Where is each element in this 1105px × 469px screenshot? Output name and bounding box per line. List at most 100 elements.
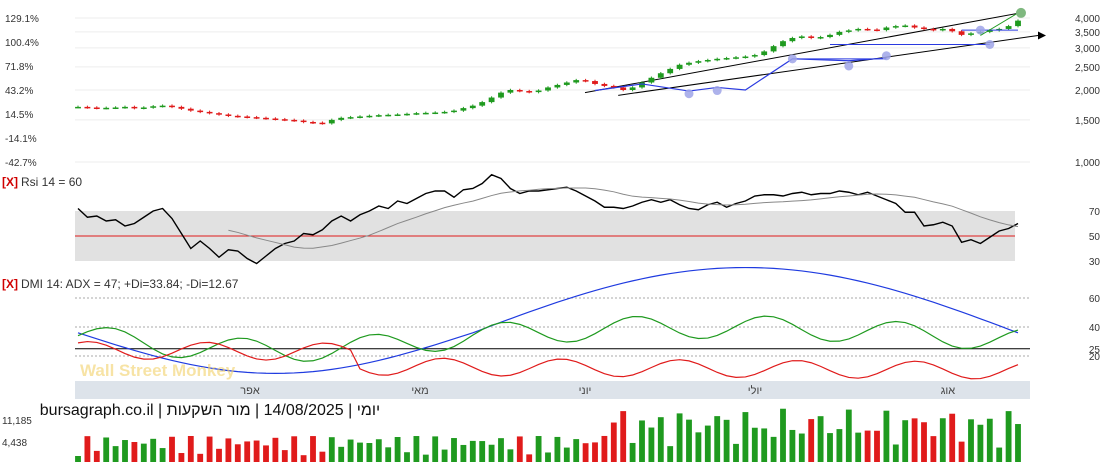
candle-body <box>357 116 363 118</box>
volume-bar <box>874 430 880 462</box>
candle-body <box>808 36 815 38</box>
price-right-tick: 3,000 <box>1075 44 1100 55</box>
candle-body <box>601 83 608 86</box>
month-axis: אפר מאי יוני יולי אוג <box>240 384 955 397</box>
volume-bar <box>93 450 100 462</box>
candle-body <box>695 61 702 63</box>
volume-bar <box>704 425 711 462</box>
volume-bar <box>742 412 749 462</box>
volume-bar <box>122 440 128 462</box>
pattern-line <box>594 57 887 92</box>
volume-bar <box>328 437 335 462</box>
volume-bar <box>460 444 467 462</box>
candle-body <box>498 92 504 98</box>
volume-bar <box>939 418 946 462</box>
volume-bar <box>563 447 570 462</box>
dmi-close-box[interactable]: [X] <box>2 277 18 291</box>
candle-body <box>657 73 664 78</box>
volume-bar <box>921 422 927 462</box>
volume-bar <box>545 452 551 462</box>
volume-bar <box>319 451 326 462</box>
volume-bar <box>300 455 307 462</box>
volume-bar <box>272 437 279 462</box>
volume-bar <box>601 435 608 462</box>
candle-body <box>968 33 974 35</box>
candle-body <box>911 25 918 28</box>
volume-bar <box>977 424 984 462</box>
channel-arrow <box>1038 31 1046 40</box>
rsi-axis: 70 50 30 <box>1089 207 1101 268</box>
rsi-lines <box>77 173 1019 265</box>
rsi-ma-line <box>228 187 1019 249</box>
volume-bar <box>902 420 909 462</box>
footer-text: יומי | 14/08/2025 | מור השקעות | bursagr… <box>40 402 380 419</box>
candle-body <box>686 62 692 65</box>
volume-bar <box>535 436 542 462</box>
rsi-panel: 70 50 30 [X] Rsi 14 = 60 <box>2 173 1101 268</box>
pattern-marker <box>787 54 797 64</box>
volume-bar <box>112 446 119 462</box>
candlesticks <box>75 19 1021 125</box>
candle-body <box>422 112 429 115</box>
volume-bar <box>131 442 138 462</box>
month-label: מאי <box>411 385 428 397</box>
volume-bar <box>526 454 533 462</box>
volume-bar <box>394 437 401 462</box>
candle-body <box>93 107 100 109</box>
price-right-tick: 1,500 <box>1075 116 1100 127</box>
volume-bar <box>75 456 81 462</box>
candle-body <box>545 87 551 91</box>
candle-body <box>413 113 420 115</box>
volume-bar <box>610 422 617 462</box>
volume-bar <box>986 418 993 462</box>
volume-bar <box>798 433 805 462</box>
volume-bars <box>75 408 1021 462</box>
volume-bar <box>150 438 157 462</box>
candle-body <box>582 80 589 82</box>
dmi-tick: 20 <box>1089 352 1101 363</box>
candle-body <box>150 106 157 108</box>
volume-bar <box>140 443 147 462</box>
rsi-close-box[interactable]: [X] <box>2 175 18 189</box>
volume-bar <box>347 439 354 462</box>
candle-body <box>404 113 410 116</box>
volume-bar <box>291 436 298 462</box>
volume-bar <box>817 416 824 462</box>
candle-body <box>272 118 279 121</box>
volume-bar <box>676 413 683 462</box>
volume-bar <box>751 427 758 462</box>
volume-bar <box>234 444 241 462</box>
candle-body <box>639 82 645 88</box>
volume-bar <box>883 410 890 462</box>
volume-bar <box>178 453 185 462</box>
candle-body <box>770 46 777 52</box>
candle-body <box>667 68 674 74</box>
volume-bar <box>911 418 918 462</box>
candle-body <box>592 81 598 84</box>
volume-bar <box>573 439 580 462</box>
volume-bar <box>1015 424 1021 462</box>
volume-bar <box>808 419 815 462</box>
volume-bar <box>225 438 232 462</box>
candle-body <box>573 80 580 83</box>
candle-body <box>169 105 175 108</box>
watermark: Wall Street Monkey <box>80 361 236 380</box>
dmi-lines <box>77 266 1019 380</box>
candle-body <box>676 64 683 69</box>
candle-body <box>253 117 260 119</box>
volume-bar <box>949 413 956 462</box>
trend-channel <box>584 12 1046 96</box>
candle-body <box>375 115 382 117</box>
candle-body <box>103 107 110 110</box>
channel-lower-line <box>618 34 1039 96</box>
month-label: אוג <box>941 385 956 397</box>
candle-body <box>281 119 288 121</box>
volume-bar <box>733 443 739 462</box>
pattern-marker <box>684 89 694 99</box>
volume-bar <box>695 432 702 462</box>
dmi-gridlines <box>75 297 1030 357</box>
volume-bar <box>864 430 871 462</box>
breakout-line <box>980 12 1019 36</box>
candle-body <box>516 90 523 92</box>
